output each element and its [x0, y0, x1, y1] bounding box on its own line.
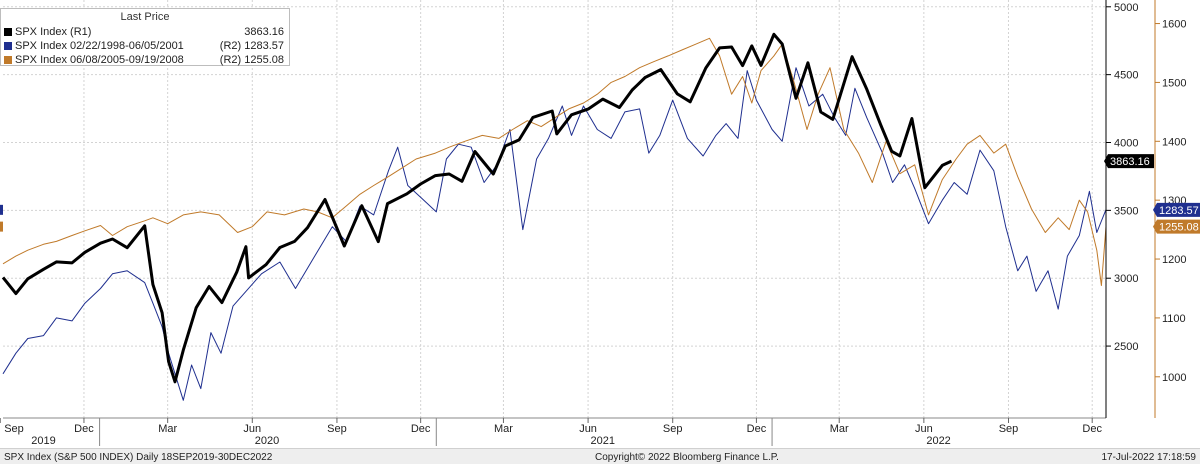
x-tick-label-11: Jun: [915, 423, 933, 435]
left-edge-marker-1998: [0, 204, 3, 215]
legend-label-1998: SPX Index 02/22/1998-06/05/2001: [15, 40, 184, 52]
legend-label-spx: SPX Index (R1): [15, 26, 92, 38]
r1-tick-label-3500: 3500: [1114, 205, 1138, 217]
legend-entry-spx: SPX Index (R1) 3863.16: [1, 25, 289, 39]
x-tick-label-0: Sep: [4, 423, 24, 435]
last-value-tag-1998-box: [1153, 202, 1200, 217]
year-label-0: 2019: [31, 435, 55, 447]
footer-copyright: Copyright© 2022 Bloomberg Finance L.P.: [595, 452, 779, 463]
r2-tick-label-1200: 1200: [1162, 254, 1186, 266]
legend-label-2005: SPX Index 06/08/2005-09/19/2008: [15, 54, 184, 66]
legend-number-2005: 1255.08: [244, 54, 284, 66]
last-value-tag-spx: 3863.16: [1104, 154, 1154, 169]
x-tick-label-3: Jun: [243, 423, 261, 435]
footer-security: SPX Index (S&P 500 INDEX) Daily 18SEP201…: [4, 452, 273, 463]
r1-tick-label-4500: 4500: [1114, 70, 1138, 82]
x-tick-label-12: Sep: [999, 423, 1019, 435]
x-tick-label-8: Sep: [663, 423, 683, 435]
legend-value-spx: 3863.16: [244, 26, 284, 38]
series-layer: [1, 32, 1107, 401]
r1-tick-label-2500: 2500: [1114, 341, 1138, 353]
legend-entry-2005: SPX Index 06/08/2005-09/19/2008 (R2) 125…: [1, 53, 289, 67]
series-line-1: [2, 67, 1107, 401]
x-axis: Sep Dec Mar Jun Sep Dec Mar Jun Sep Dec Mar Jun Sep D…: [0, 418, 1102, 447]
last-value-tag-spx-box: [1104, 154, 1154, 169]
year-dividers: [99, 418, 773, 446]
legend-entry-1998: SPX Index 02/22/1998-06/05/2001 (R2) 128…: [1, 39, 289, 53]
x-tick-label-9: Dec: [747, 423, 767, 435]
series-line-0: [1, 32, 953, 384]
legend-value-2005: (R2) 1255.08: [220, 53, 284, 67]
legend-swatch-2005: [4, 56, 12, 64]
footer: SPX Index (S&P 500 INDEX) Daily 18SEP201…: [0, 448, 1200, 464]
x-tick-label-13: Dec: [1082, 423, 1102, 435]
last-value-tag-2005-box: [1153, 219, 1200, 234]
r1-tick-label-5000: 5000: [1114, 2, 1138, 14]
x-tick-label-6: Mar: [494, 423, 513, 435]
r2-tick-label-1100: 1100: [1162, 313, 1186, 325]
year-label-1: 2020: [255, 435, 279, 447]
r2-tick-label-1500: 1500: [1162, 77, 1186, 89]
x-tick-label-4: Sep: [327, 423, 347, 435]
r1-tick-label-3000: 3000: [1114, 273, 1138, 285]
x-tick-label-7: Jun: [579, 423, 597, 435]
legend-swatch-spx: [4, 28, 12, 36]
x-tick-label-2: Mar: [158, 423, 177, 435]
last-value-tag-spx-label: 3863.16: [1110, 156, 1150, 168]
last-value-tag-2005: 1255.08: [1153, 219, 1200, 234]
legend-swatch-1998: [4, 42, 12, 50]
x-tick-label-5: Dec: [411, 423, 431, 435]
r2-tick-label-1400: 1400: [1162, 136, 1186, 148]
legend-axis-tag-2005: (R2): [219, 54, 242, 66]
last-value-tags: 3863.16 1283.57 1255.08: [0, 154, 1200, 234]
x-tick-label-10: Mar: [830, 423, 849, 435]
r1-tick-label-4000: 4000: [1114, 138, 1138, 150]
year-label-2: 2021: [591, 435, 615, 447]
year-label-3: 2022: [926, 435, 950, 447]
left-edge-marker-2005: [0, 221, 3, 232]
legend-number-1998: 1283.57: [244, 40, 284, 52]
last-value-tag-1998-label: 1283.57: [1159, 205, 1199, 217]
legend-axis-tag-1998: (R2): [219, 40, 242, 52]
footer-timestamp: 17-Jul-2022 17:18:59: [1101, 452, 1196, 463]
r2-tick-label-1000: 1000: [1162, 372, 1186, 384]
legend-value-1998: (R2) 1283.57: [220, 39, 284, 53]
last-value-tag-1998: 1283.57: [1153, 202, 1200, 217]
legend: Last Price SPX Index (R1) 3863.16 SPX In…: [0, 8, 290, 66]
x-tick-label-1: Dec: [74, 423, 94, 435]
r2-tick-label-1600: 1600: [1162, 19, 1186, 31]
series-line-2: [2, 37, 1107, 286]
left-axis: 5000 4500 4000 3500 3000 2500: [1106, 2, 1138, 353]
last-value-tag-2005-label: 1255.08: [1159, 222, 1199, 234]
legend-title: Last Price: [120, 11, 170, 23]
